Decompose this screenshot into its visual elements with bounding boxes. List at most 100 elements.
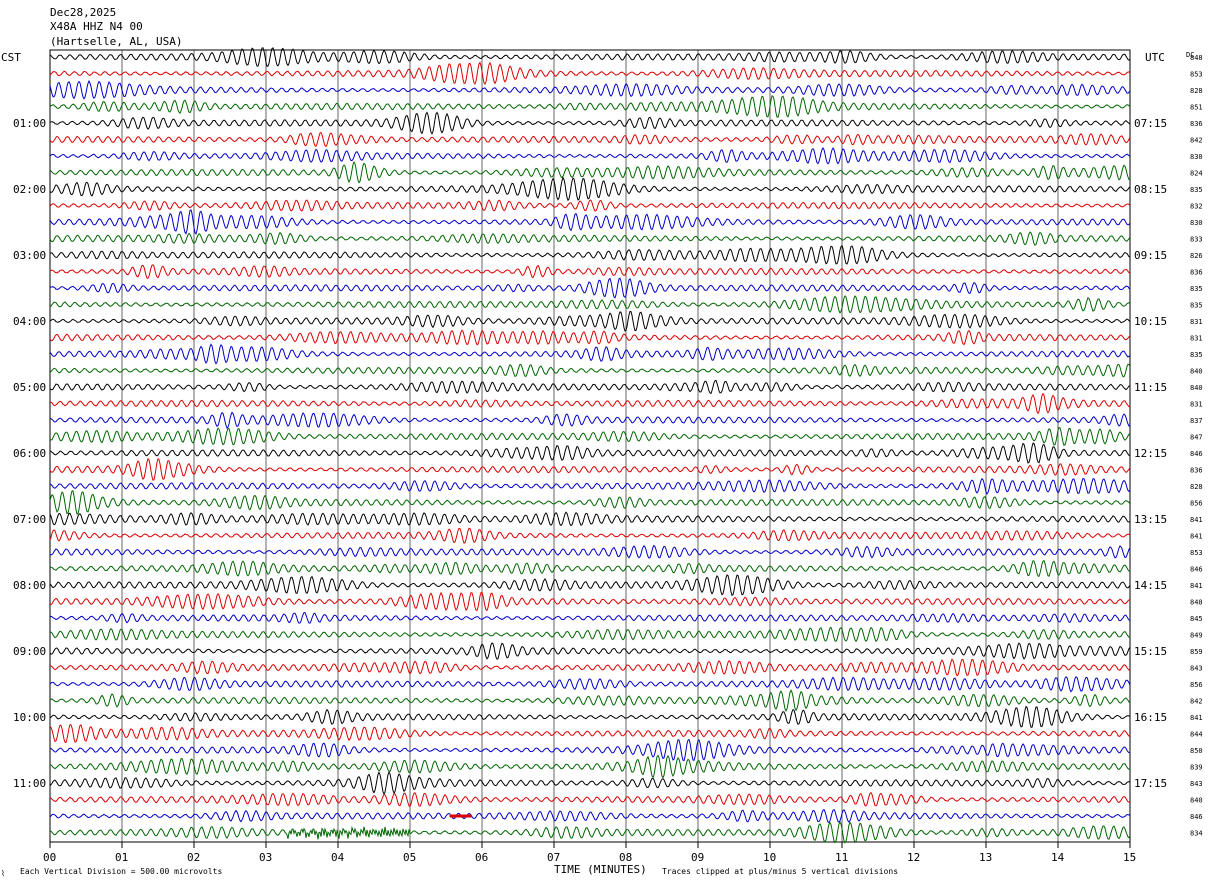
dc-value: 853 [1190,549,1203,557]
dc-offset-labels: 848 853 828 851 836 842 830 824 835 832 830 833 826 8… [1190,54,1203,838]
left-hour-label: 04:00 [13,315,46,328]
trace-row-15 [49,294,1131,314]
trace-row-9 [49,199,1131,212]
dc-value: 853 [1190,71,1203,79]
dc-value: 824 [1190,170,1203,178]
dc-header: DC [1186,51,1194,59]
trace-row-39 [49,689,1131,713]
right-hour-label: 09:15 [1134,249,1167,262]
left-hour-label: 01:00 [13,117,46,130]
seismic-traces [49,47,1131,844]
left-hour-label: 09:00 [13,645,46,658]
trace-row-38 [49,676,1131,693]
plot-frame [49,49,1131,843]
x-tick-label: 14 [1051,851,1065,864]
x-tick-label: 08 [619,851,632,864]
trace-row-4 [49,111,1131,135]
x-tick-label: 07 [547,851,560,864]
trace-row-29 [49,527,1131,544]
right-hour-label: 08:15 [1134,183,1167,196]
dc-value: 832 [1190,203,1203,211]
left-hour-label: 11:00 [13,777,46,790]
right-hour-label: 07:15 [1134,117,1167,130]
x-tick-label: 04 [331,851,345,864]
trace-row-17 [49,329,1131,346]
dc-value: 851 [1190,104,1203,112]
left-hour-label: 02:00 [13,183,46,196]
x-axis-title: TIME (MINUTES) [554,863,647,876]
trace-row-40 [49,705,1131,728]
x-tick-label: 06 [475,851,488,864]
trace-row-5 [49,131,1131,148]
trace-row-26 [49,477,1131,495]
right-hour-labels: 07:15 08:15 09:15 10:15 11:15 12:15 13:15 14:15… [1134,117,1167,790]
right-hour-label: 12:15 [1134,447,1167,460]
left-hour-label: 10:00 [13,711,46,724]
dc-value: 835 [1190,351,1203,359]
dc-value: 841 [1190,516,1203,524]
dc-value: 837 [1190,417,1203,425]
x-tick-label: 00 [43,851,56,864]
trace-row-2 [49,79,1131,100]
dc-value: 850 [1190,747,1203,755]
left-hour-label: 03:00 [13,249,46,262]
footer-clip-note: Traces clipped at plus/minus 5 vertical … [662,867,898,876]
left-hour-label: 06:00 [13,447,46,460]
dc-value: 836 [1190,120,1203,128]
right-hour-label: 16:15 [1134,711,1167,724]
dc-value: 830 [1190,219,1203,227]
dc-value: 835 [1190,285,1203,293]
trace-row-36 [49,642,1131,660]
trace-row-0 [49,47,1131,67]
trace-row-24 [50,442,1131,464]
dc-value: 836 [1190,269,1203,277]
header-date: Dec28,2025 [50,6,116,19]
dc-value: 840 [1190,384,1203,392]
trace-row-47 [49,820,1131,844]
dc-value: 846 [1190,450,1203,458]
x-axis-ticks: 00 01 02 03 04 05 06 07 08 09 10 11 12 13 14 15 [43,842,1136,864]
trace-row-37 [50,658,1131,677]
x-tick-label: 09 [691,851,704,864]
trace-row-8 [49,176,1131,202]
left-hour-labels: 01:00 02:00 03:00 04:00 05:00 06:00 07:00 08:00… [13,117,46,790]
left-hour-label: 05:00 [13,381,46,394]
trace-row-6 [49,147,1131,165]
dc-value: 841 [1190,582,1203,590]
trace-row-32 [49,574,1131,597]
dc-value: 856 [1190,681,1203,689]
trace-row-11 [49,231,1131,246]
dc-value: 843 [1190,780,1203,788]
trace-row-19 [49,363,1131,378]
trace-row-33 [49,591,1131,612]
x-tick-label: 12 [907,851,920,864]
right-hour-label: 11:15 [1134,381,1167,394]
dc-value: 840 [1190,368,1203,376]
trace-row-31 [49,559,1131,577]
x-tick-label: 11 [835,851,848,864]
dc-value: 856 [1190,500,1203,508]
right-timezone-label: UTC [1145,51,1165,64]
x-tick-label: 05 [403,851,416,864]
trace-row-41 [49,724,1131,744]
trace-row-10 [49,209,1131,235]
trace-row-45 [49,791,1131,807]
trace-row-27 [49,490,1131,515]
dc-value: 836 [1190,467,1203,475]
trace-row-22 [49,411,1131,429]
header-station: X48A HHZ N4 00 [50,20,143,33]
footer-mark-icon: ⌇ [1,869,5,878]
dc-value: 842 [1190,698,1203,706]
dc-value: 828 [1190,87,1203,95]
dc-value: 843 [1190,665,1203,673]
dc-value: 826 [1190,252,1203,260]
dc-value: 848 [1190,54,1203,62]
left-hour-label: 07:00 [13,513,46,526]
x-tick-label: 02 [187,851,200,864]
left-hour-label: 08:00 [13,579,46,592]
x-tick-label: 01 [115,851,128,864]
dc-value: 841 [1190,714,1203,722]
header-location: (Hartselle, AL, USA) [50,35,182,48]
trace-row-25 [49,457,1131,481]
